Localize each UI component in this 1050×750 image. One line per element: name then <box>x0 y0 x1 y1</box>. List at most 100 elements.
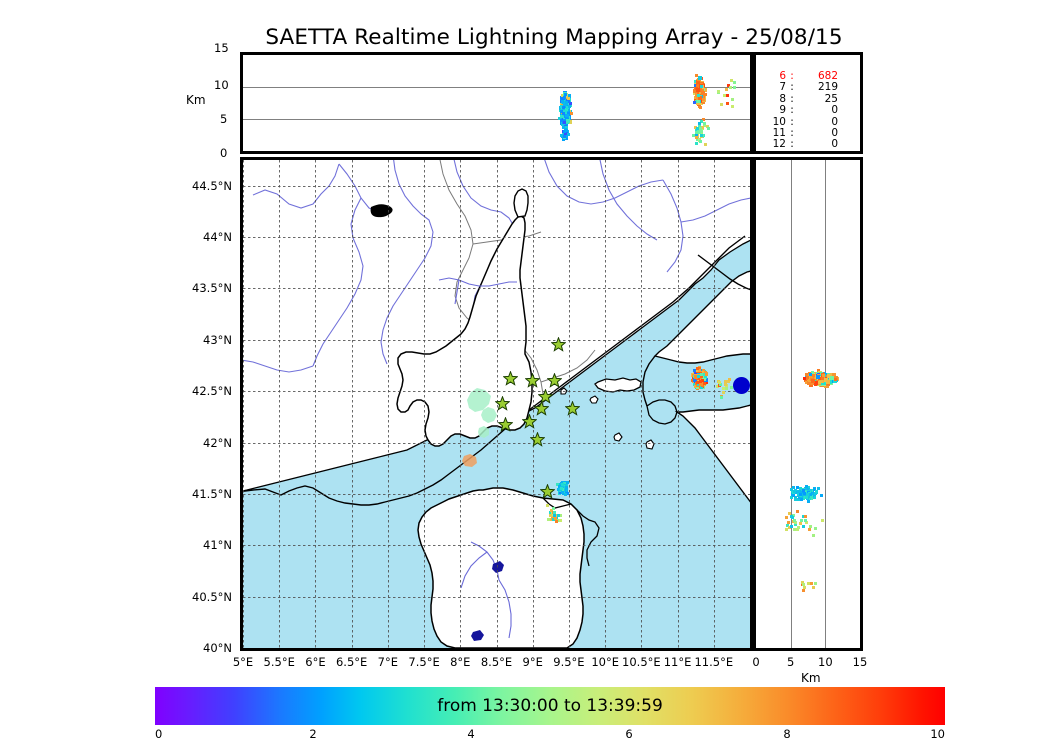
separator: : <box>790 92 794 105</box>
map-ytick-6: 43°N <box>203 332 232 347</box>
small-island-c <box>645 439 655 450</box>
lightning-source-point <box>701 386 705 390</box>
lightning-source-point <box>791 491 795 494</box>
lightning-source-point <box>785 515 789 519</box>
lightning-source-point <box>793 490 797 494</box>
map-xtick-9: 9.5°E <box>553 655 585 669</box>
lightning-source-point <box>564 101 568 105</box>
lightning-source-point <box>723 94 727 97</box>
map-ytick-9: 44.5°N <box>192 178 232 193</box>
station-number: 6 <box>779 70 786 82</box>
lightning-source-point <box>694 374 699 379</box>
small-island-a <box>589 395 599 404</box>
sardinia-lakes <box>471 561 504 641</box>
map-panel[interactable] <box>240 157 753 651</box>
lightning-source-point <box>704 142 707 146</box>
lma-station-marker <box>494 395 510 411</box>
map-xtick-10: 10°E <box>591 655 619 669</box>
lightning-source-point <box>806 381 811 386</box>
lightning-source-point <box>726 380 730 384</box>
colorbar-tick-4: 8 <box>783 727 791 741</box>
lightning-source-point <box>813 494 817 498</box>
small-island-b <box>613 432 623 442</box>
lightning-source-point <box>787 521 791 525</box>
lightning-source-point <box>698 96 703 101</box>
lightning-source-point <box>802 585 806 589</box>
station-count-row: 8: 25 <box>764 92 838 105</box>
lightning-source-point <box>807 499 811 503</box>
lightning-source-point <box>700 131 704 135</box>
separator: : <box>790 70 794 82</box>
station-count-row: 7: 219 <box>764 81 838 93</box>
map-ytick-4: 42°N <box>203 435 232 450</box>
lightning-source-point <box>694 96 699 101</box>
lightning-source-point <box>700 134 704 138</box>
source-count: 0 <box>831 138 838 151</box>
lightning-source-point <box>808 493 812 497</box>
lightning-source-point <box>731 104 735 108</box>
lightning-source-point <box>806 485 810 489</box>
lightning-source-point <box>792 527 796 531</box>
lightning-source-point <box>833 379 837 384</box>
map-gridline-horizontal <box>243 339 750 341</box>
lightning-source-point <box>564 92 567 96</box>
page-title: SAETTA Realtime Lightning Mapping Array … <box>265 25 843 50</box>
map-gridline-vertical <box>460 160 462 648</box>
station-count-row: 12: 0 <box>764 138 838 151</box>
lightning-source-point <box>789 524 793 528</box>
separator: : <box>790 104 794 117</box>
lightning-source-point <box>702 123 706 127</box>
lightning-source-point <box>791 513 795 517</box>
lightning-source-point <box>545 503 549 507</box>
lightning-source-point <box>800 498 804 502</box>
top-panel-ylabel: Km <box>186 93 206 107</box>
map-xtick-12: 11°E <box>663 655 692 669</box>
lightning-source-point <box>560 110 564 114</box>
lightning-source-point <box>698 382 703 387</box>
lightning-source-point <box>706 127 710 131</box>
lightning-source-point <box>698 128 702 132</box>
time-colorbar[interactable]: from 13:30:00 to 13:39:59 <box>155 687 945 725</box>
lightning-source-point <box>568 110 572 114</box>
lightning-source-point <box>569 112 573 116</box>
lma-station-marker <box>550 337 566 353</box>
map-ytick-2: 41°N <box>203 538 232 553</box>
lightning-source-point <box>699 85 703 88</box>
lightning-source-point <box>818 374 822 378</box>
colorbar-tick-1: 2 <box>309 727 317 741</box>
lightning-source-point <box>809 582 813 585</box>
top-ytick-0: 0 <box>220 146 228 160</box>
lightning-source-point <box>810 382 814 385</box>
separator: : <box>790 115 794 128</box>
lightning-source-point <box>821 518 825 522</box>
lightning-source-point <box>818 376 822 380</box>
lightning-source-point <box>805 375 810 380</box>
lightning-source-point <box>822 381 826 385</box>
lightning-source-point <box>828 380 833 385</box>
station-count-row: 11: 0 <box>764 127 838 139</box>
lightning-source-point <box>701 91 705 96</box>
lightning-source-point <box>823 377 828 382</box>
lightning-source-point <box>559 95 563 99</box>
lightning-source-point <box>562 111 566 115</box>
lma-station-marker <box>539 484 555 500</box>
lightning-source-point <box>720 395 724 399</box>
separator: : <box>790 138 794 151</box>
map-ytick-1: 40.5°N <box>192 589 232 604</box>
italy-coast-outline <box>642 355 656 407</box>
lightning-source-point <box>799 490 803 494</box>
lightning-source-point <box>695 74 699 78</box>
side-xtick-3: 15 <box>852 655 868 669</box>
lightning-source-point <box>563 121 567 124</box>
colorbar-tick-5: 10 <box>930 727 945 741</box>
map-gridline-horizontal <box>243 391 750 393</box>
lightning-source-point <box>814 490 818 493</box>
lightning-source-point <box>810 379 815 384</box>
lightning-source-point <box>699 379 703 383</box>
lightning-source-point <box>553 517 557 521</box>
lightning-source-point <box>813 582 817 586</box>
lightning-source-point <box>717 89 721 93</box>
map-xtick-6: 8°E <box>450 655 471 669</box>
side-xtick-1: 5 <box>786 655 795 669</box>
lightning-source-point <box>560 483 564 487</box>
